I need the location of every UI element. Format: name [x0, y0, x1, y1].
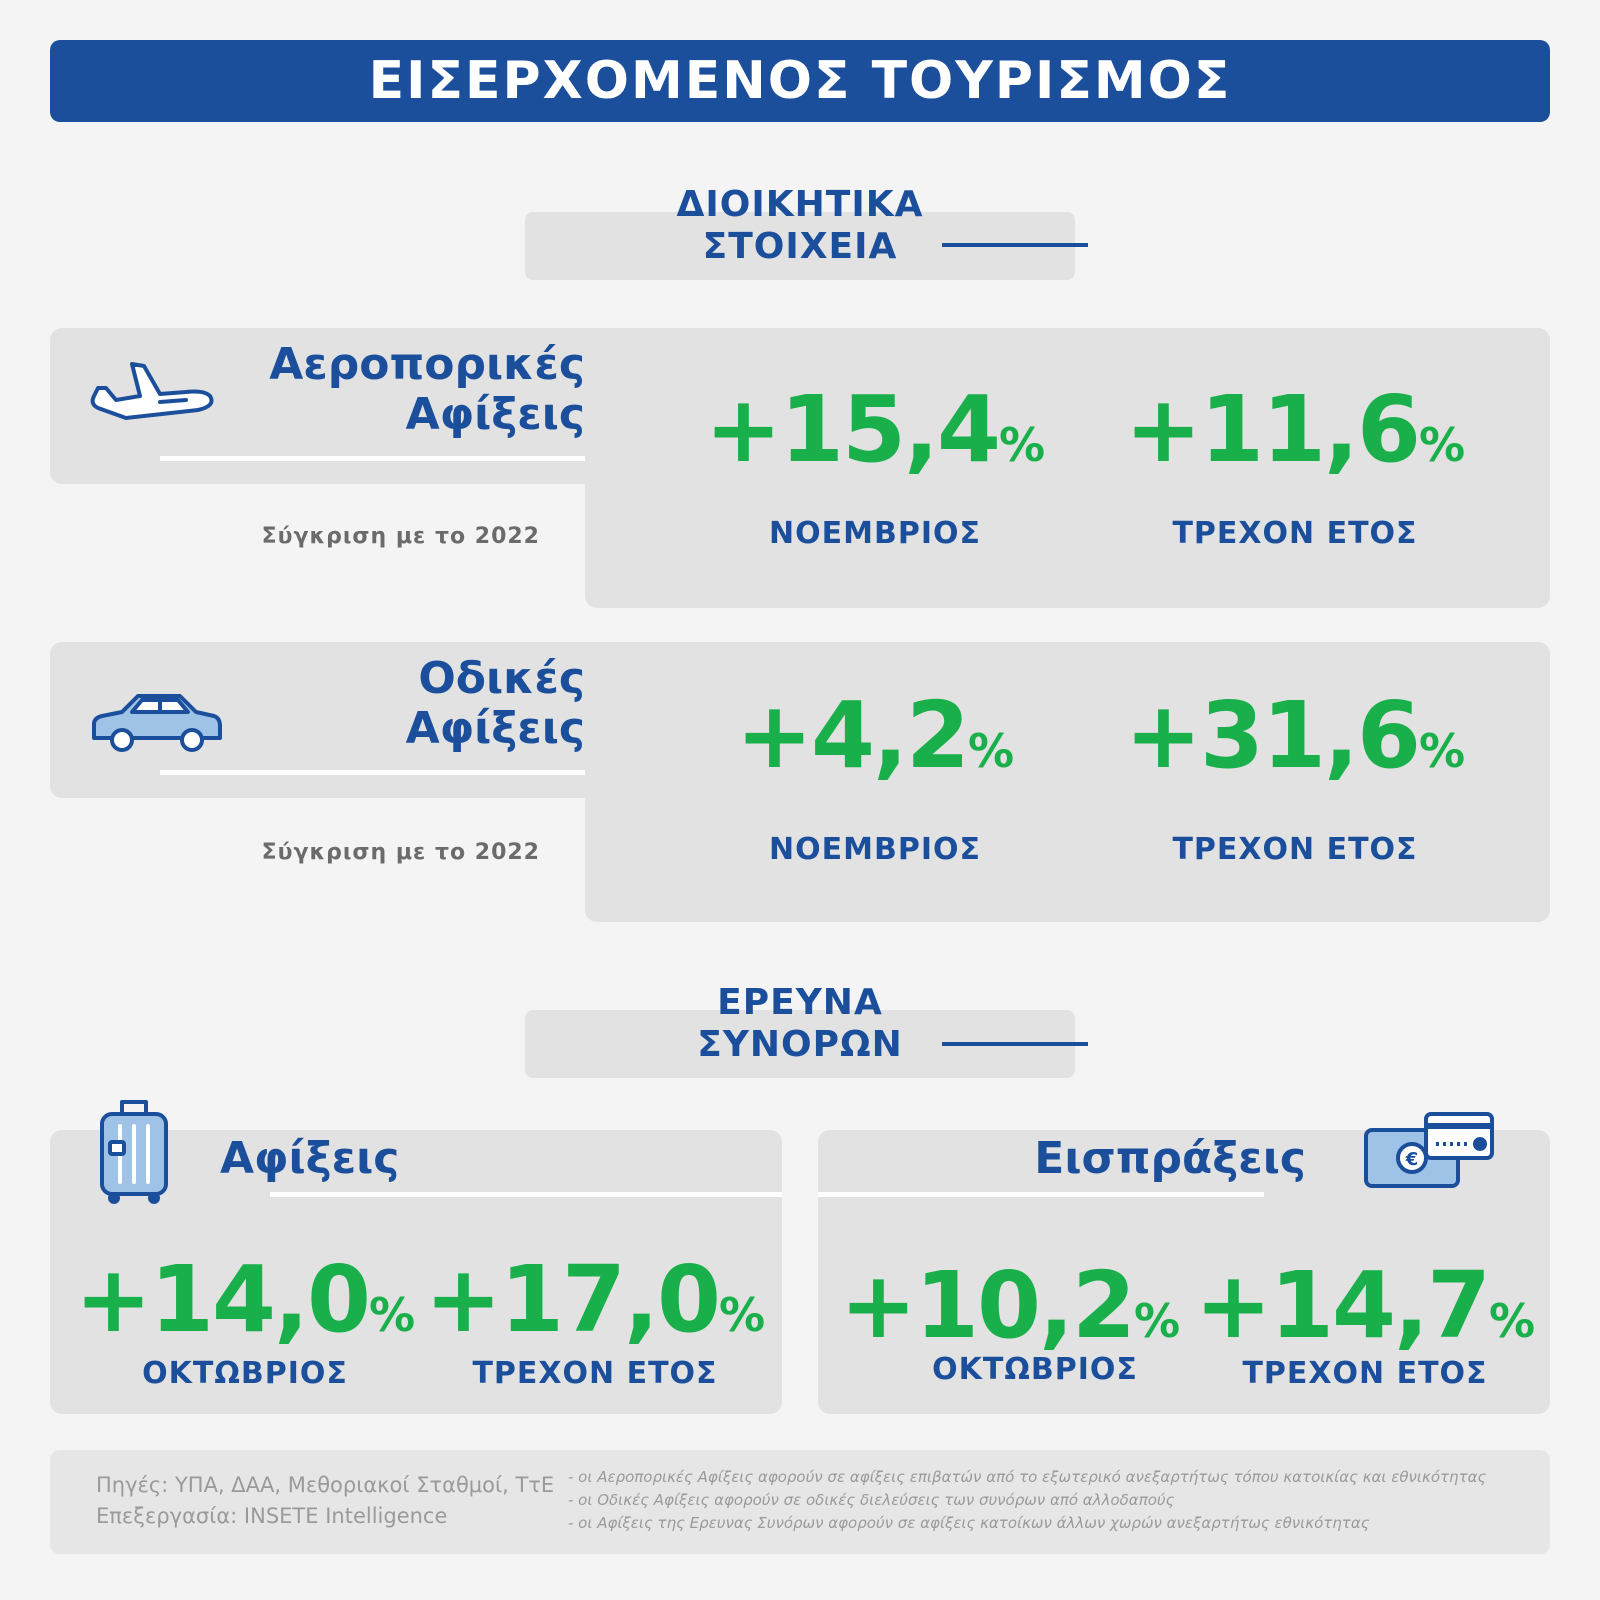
- road-month-number: +4,2: [735, 682, 970, 789]
- road-ytd-number: +31,6: [1124, 682, 1421, 789]
- percent-sign: %: [368, 1288, 416, 1342]
- footer-note-survey: - οι Αφίξεις της Ερευνας Συνόρων αφορούν…: [568, 1514, 1370, 1532]
- airplane-landing-icon: [86, 358, 218, 430]
- road-title-underline: [160, 770, 585, 775]
- air-ytd-value: +11,6%: [1120, 380, 1470, 495]
- section-admin-line1: ΔΙΟΙΚΗΤΙΚΑ: [676, 184, 924, 225]
- percent-sign: %: [1418, 724, 1466, 778]
- arrivals-panel: [50, 1130, 782, 1414]
- receipts-ytd-value: +14,7%: [1190, 1256, 1540, 1371]
- air-title-line1: Αεροπορικές: [269, 339, 585, 390]
- receipts-title: Εισπράξεις: [1034, 1133, 1306, 1184]
- footer-sources: Πηγές: ΥΠΑ, ΔΑΑ, Μεθοριακοί Σταθμοί, ΤτΕ: [96, 1473, 555, 1497]
- section-survey-divider: [942, 1042, 1088, 1046]
- road-values-panel: [585, 642, 1550, 922]
- percent-sign: %: [967, 724, 1015, 778]
- arrivals-month-value: +14,0%: [70, 1250, 420, 1365]
- air-comparison-note: Σύγκριση με το 2022: [261, 524, 540, 549]
- receipts-ytd-label: ΤΡΕΧΟΝ ΕΤΟΣ: [1242, 1356, 1488, 1391]
- road-title-line2: Αφίξεις: [405, 703, 585, 754]
- air-values-panel: [585, 328, 1550, 608]
- air-month-label: ΝΟΕΜΒΡΙΟΣ: [769, 516, 981, 551]
- percent-sign: %: [1133, 1294, 1181, 1348]
- air-month-number: +15,4: [704, 376, 1001, 483]
- section-admin-title: ΔΙΟΙΚΗΤΙΚΑ ΣΤΟΙΧΕΙΑ: [580, 184, 1020, 268]
- receipts-month-number: +10,2: [839, 1252, 1136, 1359]
- arrivals-title: Αφίξεις: [220, 1133, 400, 1184]
- arrivals-title-underline: [270, 1192, 782, 1197]
- arrivals-ytd-label: ΤΡΕΧΟΝ ΕΤΟΣ: [472, 1356, 718, 1391]
- section-admin-divider: [942, 243, 1088, 247]
- air-ytd-label: ΤΡΕΧΟΝ ΕΤΟΣ: [1172, 516, 1418, 551]
- arrivals-ytd-number: +17,0: [424, 1246, 721, 1353]
- section-admin-line2: ΣΤΟΙΧΕΙΑ: [702, 226, 898, 267]
- percent-sign: %: [718, 1288, 766, 1342]
- car-icon: [88, 688, 226, 758]
- road-comparison-note: Σύγκριση με το 2022: [261, 840, 540, 865]
- money-card-icon: €: [1362, 1110, 1496, 1190]
- footer-note-air: - οι Αεροπορικές Αφίξεις αφορούν σε αφίξ…: [568, 1468, 1487, 1486]
- arrivals-month-number: +14,0: [74, 1246, 371, 1353]
- air-ytd-number: +11,6: [1124, 376, 1421, 483]
- footer-notes: - οι Αεροπορικές Αφίξεις αφορούν σε αφίξ…: [568, 1466, 1538, 1535]
- road-ytd-value: +31,6%: [1110, 686, 1480, 801]
- road-title: Οδικές Αφίξεις: [180, 654, 585, 754]
- suitcase-icon: [96, 1098, 172, 1204]
- percent-sign: %: [998, 418, 1046, 472]
- air-title: Αεροπορικές Αφίξεις: [180, 340, 585, 440]
- receipts-month-value: +10,2%: [835, 1256, 1185, 1371]
- percent-sign: %: [1418, 418, 1466, 472]
- road-month-value: +4,2%: [700, 686, 1050, 801]
- air-title-underline: [160, 456, 585, 461]
- section-survey-line1: ΕΡΕΥΝΑ: [717, 982, 883, 1023]
- footer: Πηγές: ΥΠΑ, ΔΑΑ, Μεθοριακοί Σταθμοί, ΤτΕ…: [50, 1450, 1550, 1554]
- receipts-title-underline: [818, 1192, 1264, 1197]
- page-title: ΕΙΣΕΡΧΟΜΕΝΟΣ ΤΟΥΡΙΣΜΟΣ: [368, 51, 1232, 111]
- section-survey-line2: ΣΥΝΟΡΩΝ: [697, 1024, 903, 1065]
- svg-text:€: €: [1405, 1149, 1419, 1170]
- air-month-value: +15,4%: [700, 380, 1050, 495]
- arrivals-ytd-value: +17,0%: [420, 1250, 770, 1365]
- road-title-line1: Οδικές: [418, 653, 585, 704]
- footer-sources-block: Πηγές: ΥΠΑ, ΔΑΑ, Μεθοριακοί Σταθμοί, ΤτΕ…: [96, 1470, 556, 1532]
- air-title-line2: Αφίξεις: [405, 389, 585, 440]
- receipts-ytd-number: +14,7: [1194, 1252, 1491, 1359]
- arrivals-month-label: ΟΚΤΩΒΡΙΟΣ: [142, 1356, 348, 1391]
- receipts-month-label: ΟΚΤΩΒΡΙΟΣ: [932, 1352, 1138, 1387]
- road-ytd-label: ΤΡΕΧΟΝ ΕΤΟΣ: [1172, 832, 1418, 867]
- road-month-label: ΝΟΕΜΒΡΙΟΣ: [769, 832, 981, 867]
- footer-processing: Επεξεργασία: INSETE Intelligence: [96, 1504, 448, 1528]
- section-survey-title: ΕΡΕΥΝΑ ΣΥΝΟΡΩΝ: [580, 982, 1020, 1066]
- title-banner: ΕΙΣΕΡΧΟΜΕΝΟΣ ΤΟΥΡΙΣΜΟΣ: [50, 40, 1550, 122]
- percent-sign: %: [1488, 1294, 1536, 1348]
- footer-note-road: - οι Οδικές Αφίξεις αφορούν σε οδικές δι…: [568, 1491, 1175, 1509]
